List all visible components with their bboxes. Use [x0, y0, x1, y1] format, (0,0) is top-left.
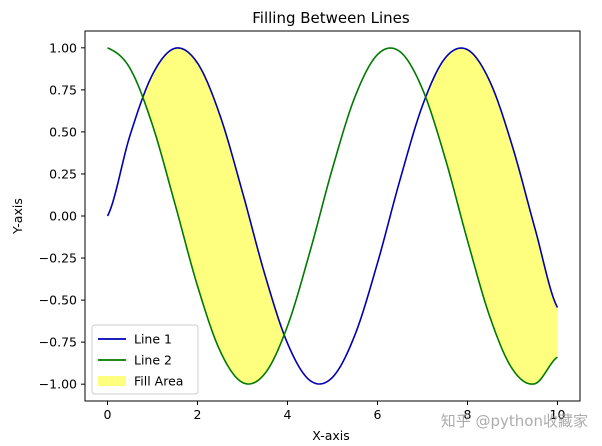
- y-tick-label: −0.25: [39, 251, 77, 266]
- line-1-series: [106, 47, 559, 385]
- legend-line-1-label: Line 1: [134, 332, 172, 347]
- y-tick-label: −1.00: [39, 377, 77, 392]
- y-tick-label: 0.00: [49, 209, 77, 224]
- y-tick-label: 1.00: [49, 40, 77, 55]
- ticks-layer: 0 2 4 6 8 10 −1.00 −0.75 −0.50 −0.25 0.00 0.25 0.50 0…: [39, 40, 566, 422]
- fill-area-region-1: [143, 47, 285, 385]
- y-tick-label: 0.50: [49, 124, 77, 139]
- y-axis-label: Y-axis: [10, 198, 25, 235]
- chart-title: Filling Between Lines: [252, 9, 410, 27]
- x-tick-label: 4: [284, 407, 292, 422]
- legend: Line 1 Line 2 Fill Area: [91, 324, 199, 395]
- legend-fill-area-label: Fill Area: [134, 374, 183, 389]
- x-tick-label: 2: [194, 407, 202, 422]
- watermark: 知乎 @python收藏家: [441, 412, 588, 430]
- legend-line-2-label: Line 2: [134, 353, 172, 368]
- y-tick-label: 0.75: [49, 82, 77, 97]
- x-tick-label: 10: [550, 407, 566, 422]
- x-tick-label: 6: [374, 407, 382, 422]
- x-tick-label: 0: [104, 407, 112, 422]
- y-tick-label: 0.25: [49, 166, 77, 181]
- legend-fill-area-swatch: [98, 376, 126, 386]
- fill-layer: [143, 47, 558, 385]
- y-tick-label: −0.50: [39, 293, 77, 308]
- line-2-series: [107, 47, 558, 385]
- fill-area-region-2: [425, 48, 558, 385]
- x-tick-label: 8: [464, 407, 472, 422]
- lines-layer: [106, 47, 559, 385]
- y-tick-label: −0.75: [39, 335, 77, 350]
- x-axis-label: X-axis: [312, 428, 350, 443]
